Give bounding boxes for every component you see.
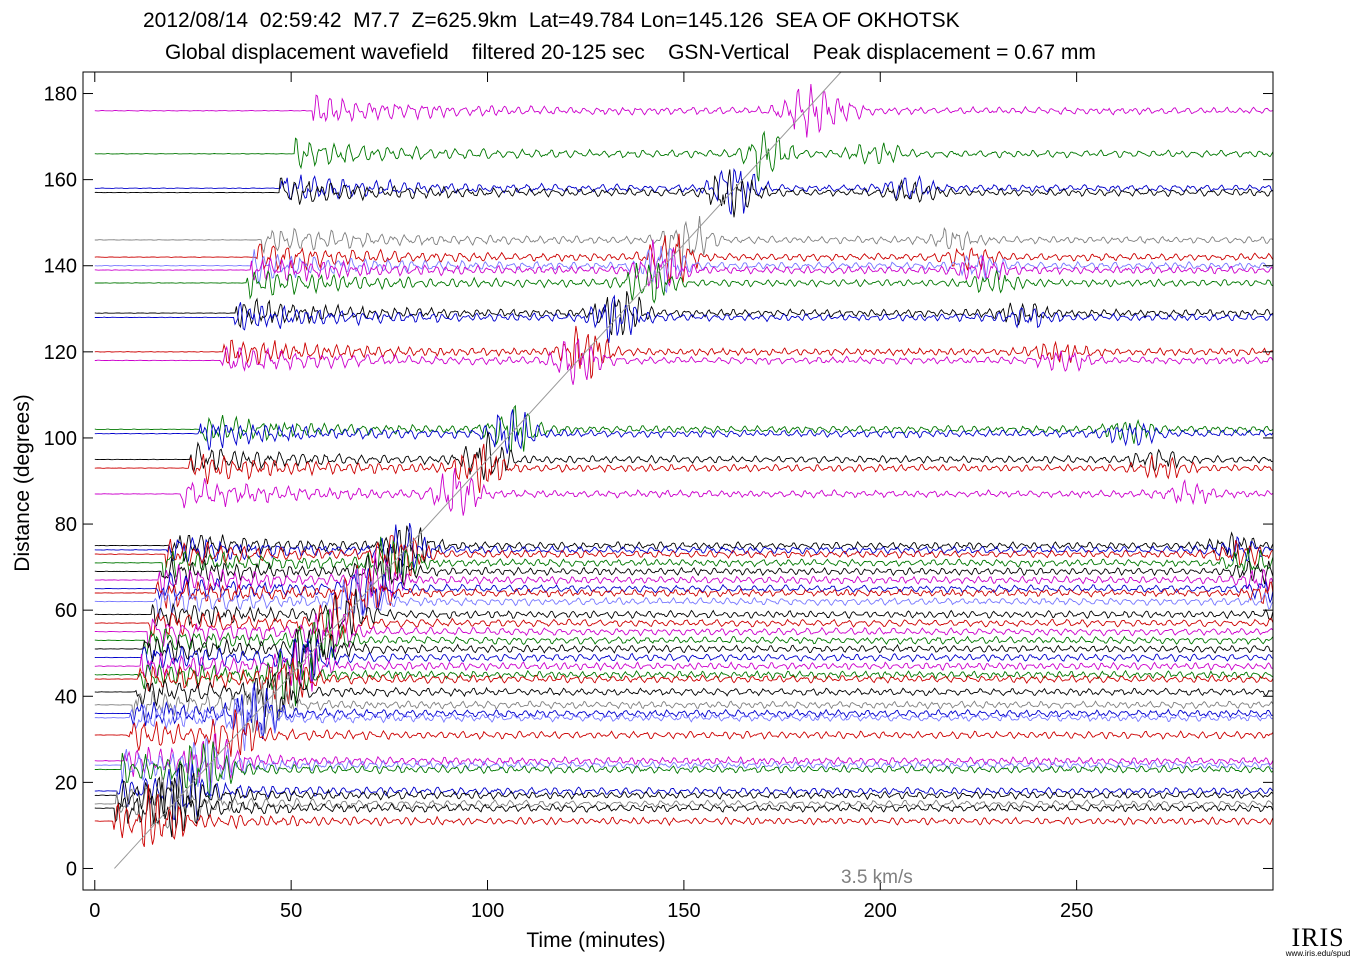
trace-line [94,657,1273,705]
y-tick-label: 160 [44,170,77,192]
y-tick-label: 0 [66,858,77,880]
trace-line [94,687,1273,752]
trace-line [94,168,1273,215]
trace-line [94,709,1273,757]
trace-line [94,784,1273,848]
trace-line [94,671,1273,721]
x-tick-label: 0 [89,900,100,922]
trace-line [94,682,1273,740]
trace-line [94,588,1273,637]
trace-line [94,592,1273,642]
trace-line [94,294,1273,343]
y-tick-label: 180 [44,84,77,106]
trace-line [94,568,1273,616]
chart-subtitle: Global displacement wavefield filtered 2… [165,41,1096,64]
trace-line [94,467,1273,516]
y-tick-label: 140 [44,256,77,278]
iris-logo-url: www.iris.edu/spud [1285,949,1351,958]
trace-line [94,443,1273,493]
x-tick-label: 100 [471,900,504,922]
velocity-line [114,71,842,869]
x-tick-label: 150 [667,900,700,922]
trace-line [94,763,1273,830]
trace-line [94,547,1273,593]
traces-group [94,83,1273,848]
trace-line [94,337,1273,385]
trace-line [94,409,1273,454]
trace-line [94,565,1273,611]
velocity-line-group [114,71,842,869]
trace-line [94,325,1273,379]
iris-logo-text: IRIS [1291,923,1345,952]
trace-line [94,568,1273,619]
trace-line [94,404,1273,453]
x-tick-label: 250 [1060,900,1093,922]
trace-line [94,777,1273,838]
x-axis: 0 50 100 150 200 250 [89,72,1093,922]
trace-line [94,83,1273,138]
trace-line [94,733,1273,784]
x-tick-label: 50 [280,900,302,922]
trace-line [94,609,1273,662]
chart-title: 2012/08/14 02:59:42 M7.7 Z=625.9km Lat=4… [143,9,960,32]
trace-line [94,638,1273,683]
x-tick-label: 200 [864,900,897,922]
trace-line [94,130,1273,182]
trace-line [94,680,1273,734]
trace-line [94,262,1273,304]
trace-line [94,736,1273,800]
trace-line [94,245,1273,294]
trace-line [94,552,1273,598]
trace-line [94,522,1273,575]
x-axis-label: Time (minutes) [526,929,665,952]
plot-frame [82,71,1274,891]
y-tick-label: 20 [55,772,77,794]
y-tick-label: 60 [55,600,77,622]
velocity-annotation: 3.5 km/s [841,867,913,888]
trace-line [94,642,1273,692]
trace-line [94,535,1273,577]
trace-line [94,651,1273,707]
trace-line [94,291,1273,336]
y-tick-label: 120 [44,342,77,364]
trace-line [94,536,1273,584]
y-axis-label: Distance (degrees) [11,394,34,571]
trace-line [94,525,1273,568]
trace-line [94,608,1273,653]
trace-line [94,169,1273,218]
y-tick-label: 40 [55,686,77,708]
y-tick-label: 100 [44,428,77,450]
trace-line [94,776,1273,832]
trace-line [94,239,1273,290]
iris-logo: IRIS www.iris.edu/spud [1278,909,1358,959]
trace-line [94,628,1273,677]
y-tick-label: 80 [55,514,77,536]
trace-line [94,215,1273,267]
trace-line [94,431,1273,480]
trace-line [94,233,1273,283]
trace-line [94,741,1273,799]
y-axis: 0 20 40 60 80 100 120 140 160 180 [44,84,1273,880]
